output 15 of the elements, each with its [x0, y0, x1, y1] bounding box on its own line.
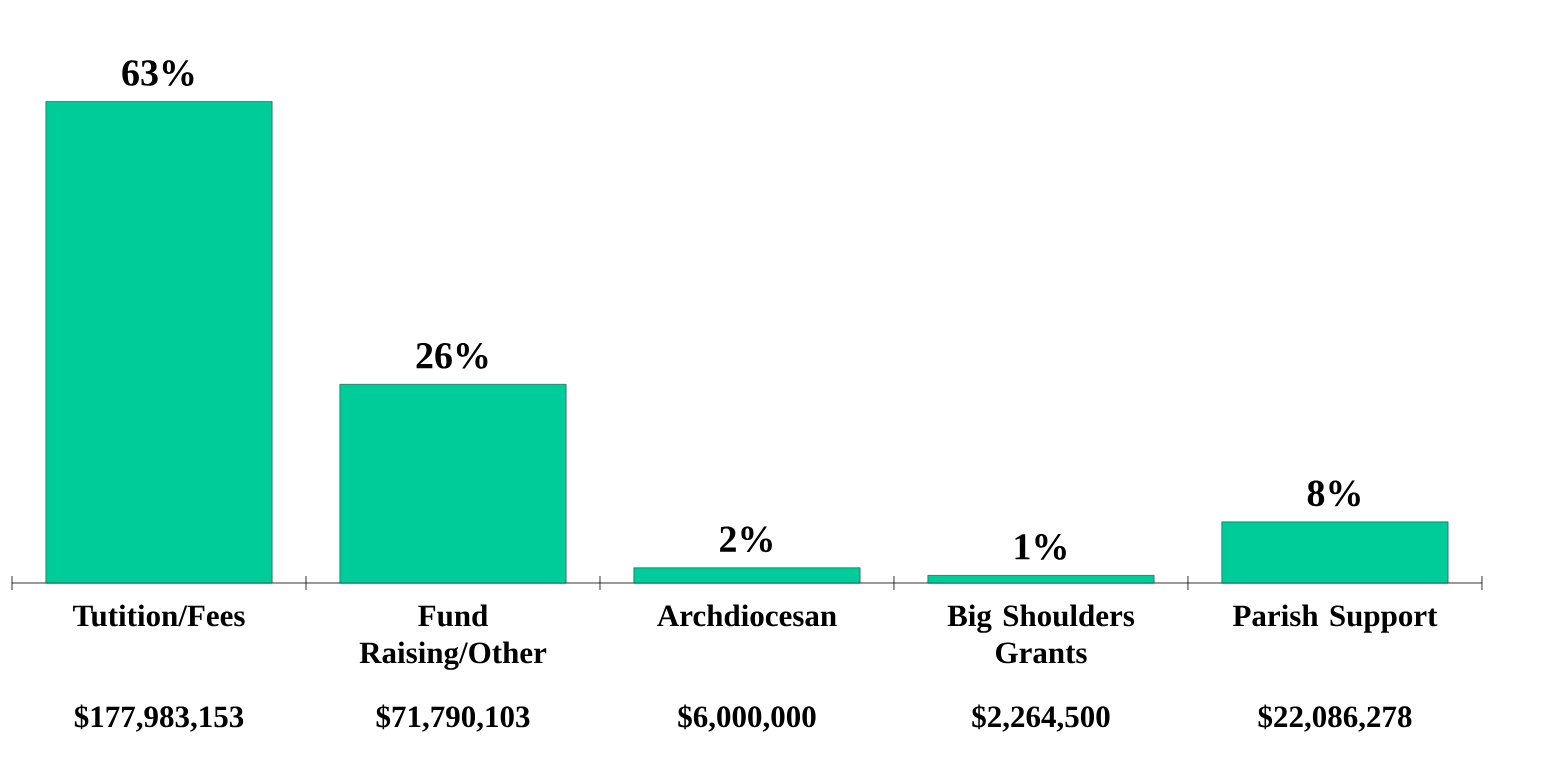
data-label: 1% — [1015, 534, 1066, 560]
text: $2,264,500 — [972, 704, 1110, 732]
data-label: 2% — [720, 526, 772, 553]
x-tick-label: Big Shoulders Grants — [947, 604, 1135, 664]
x-tick-label: Archdiocesan — [657, 604, 837, 627]
text: $177,983,153 — [74, 704, 244, 732]
x-tick-label: Tutition/Fees — [73, 604, 245, 627]
data-label: 63% — [122, 60, 194, 86]
data-label: 8% — [1307, 480, 1360, 507]
data-label: 26% — [416, 342, 488, 369]
text: $6,000,000 — [678, 704, 816, 732]
x-tick-label: Parish Support — [1233, 604, 1438, 633]
x-tick-label: Fund Raising/Other — [359, 604, 547, 670]
text: $22,086,278 — [1258, 704, 1412, 732]
text: $71,790,103 — [376, 704, 530, 732]
